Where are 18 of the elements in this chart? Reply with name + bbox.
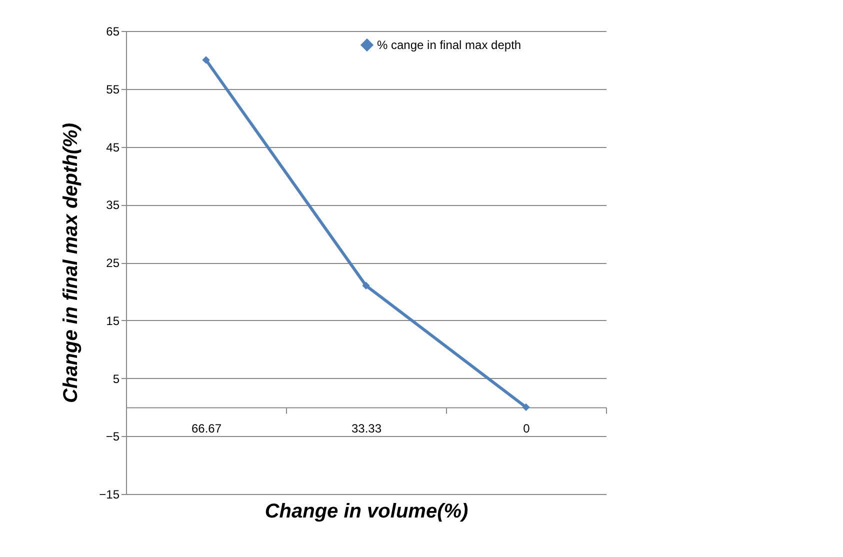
- x-tick-label: 33.33: [351, 422, 382, 436]
- legend-label: % cange in final max depth: [377, 38, 522, 52]
- y-tick-label: 35: [106, 198, 120, 212]
- y-tick-label: 5: [112, 372, 120, 386]
- point: [202, 56, 210, 64]
- y-tick-label: 15: [106, 314, 120, 328]
- x-axis-title: Change in volume(%): [264, 500, 469, 522]
- y-tick-label: 65: [106, 24, 120, 38]
- y-tick-label: 45: [106, 140, 120, 154]
- point: [362, 282, 370, 290]
- y-tick-label: 25: [106, 256, 120, 270]
- y-axis-title: Change in final max depth(%): [60, 122, 82, 404]
- y-tick-label: −15: [99, 488, 120, 502]
- x-tick-label: 66.67: [191, 422, 222, 436]
- x-tick-label: 0: [523, 422, 530, 436]
- point: [522, 403, 530, 412]
- y-tick-label: 55: [106, 82, 120, 96]
- y-tick-label: −5: [106, 430, 120, 444]
